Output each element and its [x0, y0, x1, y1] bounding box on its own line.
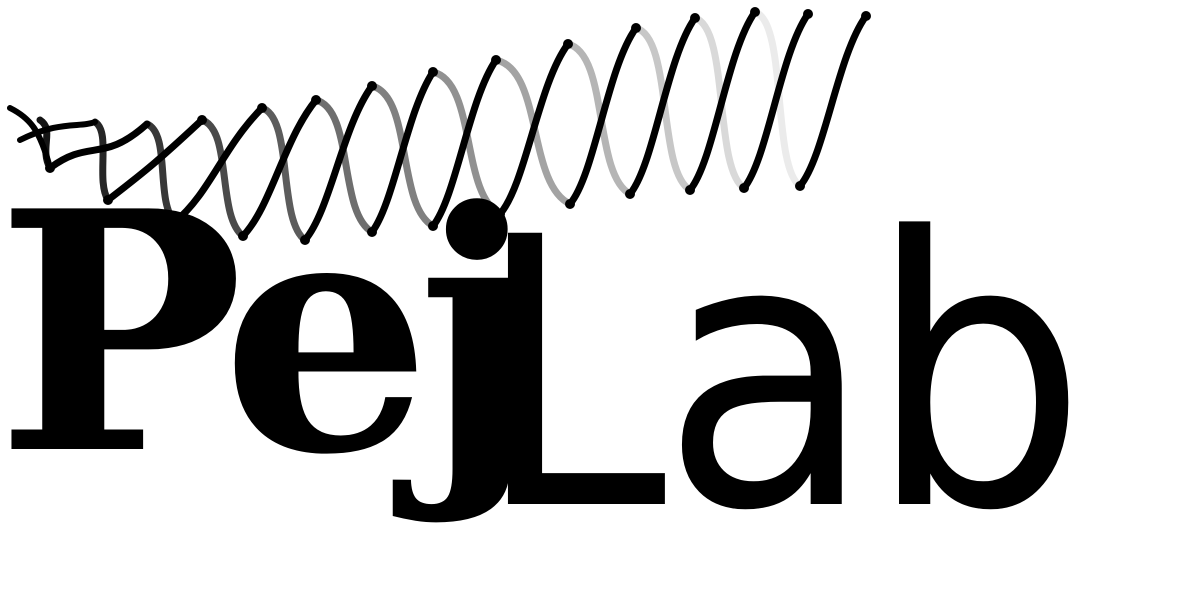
logo-text-pej: Pej: [0, 139, 537, 527]
helix-curl: [238, 231, 248, 241]
helix-curl: [367, 81, 377, 91]
helix-curl: [803, 9, 813, 19]
helix-curl: [690, 13, 700, 23]
helix-curl: [495, 209, 505, 219]
helix-curl: [685, 185, 695, 195]
helix-curl: [795, 181, 805, 191]
helix-front-strand: [7, 7, 871, 245]
helix-front-segment: [429, 56, 500, 230]
helix-front-segment: [566, 24, 640, 208]
helix-front-segment: [368, 68, 437, 236]
helix-curl: [491, 55, 501, 65]
helix-back-segment: [143, 120, 179, 226]
helix-curl: [197, 115, 207, 125]
helix-curl: [300, 235, 310, 245]
helix-back-segment: [198, 116, 247, 240]
helix-front-segment: [496, 40, 572, 218]
helix-curl: [257, 103, 267, 113]
helix-curl: [428, 221, 438, 231]
helix-curl: [625, 189, 635, 199]
helix-front-segment: [46, 120, 151, 172]
helix-curl: [563, 39, 573, 49]
helix-curl: [861, 11, 871, 21]
helix-front-segment: [171, 104, 266, 226]
helix-curl: [428, 67, 438, 77]
helix-back-segment: [258, 104, 309, 244]
helix-curl: [103, 195, 113, 205]
helix-front-segment: [301, 82, 376, 244]
helix-front-segment: [626, 14, 699, 198]
helix-tail: [7, 105, 98, 171]
dna-helix-icon: [7, 7, 871, 245]
helix-front-segment: [104, 116, 206, 204]
helix-curl: [750, 7, 760, 17]
helix-curl: [631, 23, 641, 33]
helix-curl: [565, 199, 575, 209]
helix-curl: [170, 217, 180, 227]
helix-back-segment: [91, 118, 112, 204]
logo-text-lab: Lab: [474, 159, 1087, 592]
helix-curl: [367, 227, 377, 237]
helix-curl: [739, 183, 749, 193]
helix-front-segment: [796, 12, 870, 190]
helix-front-segment: [740, 10, 812, 192]
helix-back-segment: [312, 96, 376, 236]
helix-curl: [311, 95, 321, 105]
helix-front-segment: [686, 8, 759, 194]
helix-front-segment: [239, 96, 320, 240]
